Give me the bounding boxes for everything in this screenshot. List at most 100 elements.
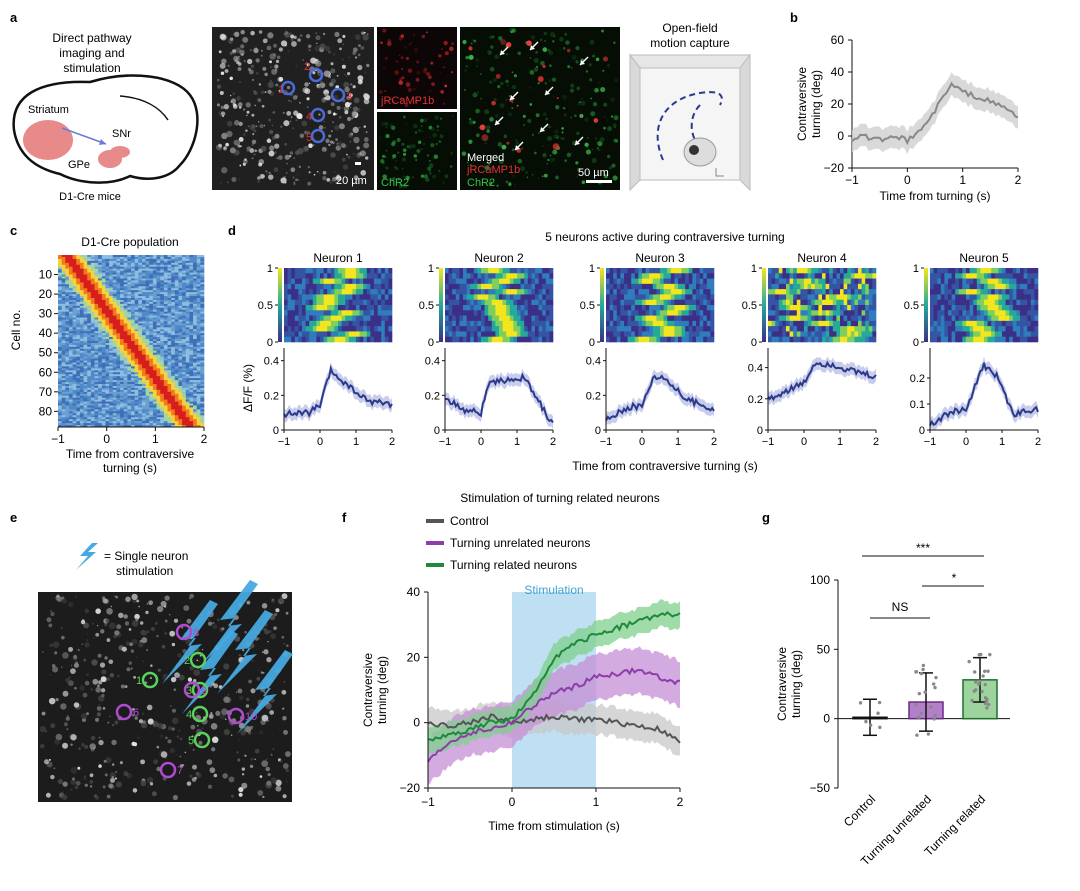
heatmap-cell [138,366,142,368]
heatmap-cell [80,337,84,339]
heatmap-cell [131,361,135,363]
heatmap-cell [124,343,128,345]
heatmap-cell [102,333,106,335]
heatmap-cell [120,407,124,409]
heatmap-cell [182,407,186,409]
texture-dot [553,96,555,98]
heatmap-cell [58,277,62,279]
texture-dot [306,97,309,100]
heatmap-cell [171,306,175,308]
texture-dot [217,85,221,89]
heatmap-cell [69,351,73,353]
heatmap-cell [84,345,88,347]
heatmap-cell [65,353,69,355]
heatmap-cell [160,308,164,310]
heatmap-cell [175,277,179,279]
y-tick-label: 0 [837,129,844,143]
heatmap-cell [65,357,69,359]
heatmap-cell [98,261,102,263]
heatmap-cell [65,411,69,413]
trial-heatmap-cell [324,326,328,332]
heatmap-cell [131,261,135,263]
heatmap-cell [168,364,172,366]
heatmap-cell [73,390,77,392]
heatmap-cell [69,318,73,320]
heatmap-cell [62,388,66,390]
heatmap-cell [95,259,99,261]
heatmap-cell [98,269,102,271]
texture-dot [530,103,533,106]
heatmap-cell [62,349,66,351]
heatmap-cell [200,370,204,372]
heatmap-cell [138,402,142,404]
heatmap-cell [80,306,84,308]
heatmap-cell [138,343,142,345]
heatmap-cell [65,290,69,292]
heatmap-cell [135,376,139,378]
heatmap-cell [142,349,146,351]
heatmap-cell [91,298,95,300]
heatmap-cell [189,267,193,269]
heatmap-cell [153,413,157,415]
heatmap-cell [87,374,91,376]
heatmap-cell [102,335,106,337]
trial-heatmap-cell [342,337,346,343]
heatmap-cell [73,398,77,400]
heatmap-cell [95,265,99,267]
heatmap-cell [76,316,80,318]
heatmap-cell [95,368,99,370]
heatmap-cell [65,366,69,368]
heatmap-cell [58,339,62,341]
heatmap-cell [142,278,146,280]
heatmap-cell [142,263,146,265]
trial-heatmap-cell [345,321,349,327]
heatmap-cell [91,407,95,409]
heatmap-cell [193,312,197,314]
heatmap-cell [186,374,190,376]
heatmap-cell [157,364,161,366]
heatmap-cell [124,415,128,417]
heatmap-cell [98,292,102,294]
heatmap-cell [146,284,150,286]
heatmap-cell [113,316,117,318]
heatmap-cell [65,294,69,296]
texture-dot [450,152,453,155]
heatmap-cell [164,390,168,392]
panel-b-ylabel-line2: turning (deg) [809,70,823,138]
heatmap-cell [153,269,157,271]
heatmap-cell [164,275,168,277]
heatmap-cell [120,357,124,359]
heatmap-cell [189,325,193,327]
heatmap-cell [116,370,120,372]
heatmap-cell [84,363,88,365]
heatmap-cell [153,314,157,316]
heatmap-cell [197,257,201,259]
trial-heatmap-cell [360,331,364,337]
heatmap-cell [95,390,99,392]
trial-heatmap-cell [316,294,320,300]
trial-heatmap-cell [349,268,353,274]
heatmap-cell [102,259,106,261]
heatmap-cell [149,409,153,411]
heatmap-cell [80,282,84,284]
heatmap-cell [102,284,106,286]
heatmap-cell [120,378,124,380]
heatmap-cell [109,271,113,273]
heatmap-cell [62,407,66,409]
heatmap-cell [116,415,120,417]
heatmap-cell [197,419,201,421]
heatmap-cell [95,306,99,308]
heatmap-cell [160,331,164,333]
heatmap-cell [186,288,190,290]
heatmap-cell [69,300,73,302]
heatmap-cell [127,320,131,322]
texture-dot [399,55,401,57]
trial-heatmap-cell [306,305,310,311]
texture-dot [414,48,418,52]
heatmap-cell [178,392,182,394]
heatmap-cell [168,349,172,351]
texture-dot [217,79,220,82]
heatmap-cell [87,288,91,290]
heatmap-cell [138,312,142,314]
heatmap-cell [197,372,201,374]
